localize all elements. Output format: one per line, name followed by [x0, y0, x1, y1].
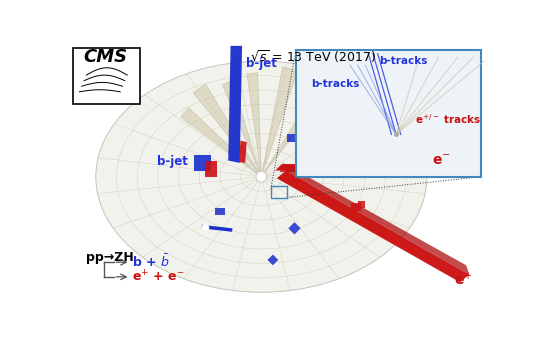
Circle shape: [256, 172, 267, 182]
Text: e$^{-}$: e$^{-}$: [433, 154, 451, 168]
Text: b-tracks: b-tracks: [312, 79, 360, 89]
Polygon shape: [261, 98, 318, 177]
Text: CMS: CMS: [84, 48, 128, 66]
Polygon shape: [228, 46, 242, 163]
Polygon shape: [205, 161, 218, 177]
Bar: [272, 186, 287, 197]
Polygon shape: [193, 84, 261, 177]
Polygon shape: [181, 108, 261, 177]
Polygon shape: [283, 163, 469, 274]
Polygon shape: [277, 170, 469, 282]
Bar: [357, 201, 365, 208]
Polygon shape: [247, 73, 261, 177]
Bar: [287, 134, 298, 142]
Text: e$^{+/-}$ tracks: e$^{+/-}$ tracks: [415, 112, 482, 126]
Polygon shape: [280, 161, 429, 172]
Text: $\sqrt{s}$ = 13 TeV (2017): $\sqrt{s}$ = 13 TeV (2017): [250, 48, 376, 65]
Text: e$^{+}$: e$^{+}$: [454, 271, 472, 288]
Bar: [215, 208, 225, 215]
Polygon shape: [275, 161, 429, 170]
Polygon shape: [194, 155, 211, 170]
Text: pp→ZH: pp→ZH: [86, 251, 133, 265]
Text: b-jet: b-jet: [157, 155, 188, 168]
Polygon shape: [288, 222, 301, 234]
Text: b-jet: b-jet: [246, 57, 277, 70]
Bar: [350, 203, 361, 211]
Text: b + $\bar{b}$: b + $\bar{b}$: [132, 254, 170, 271]
Bar: [73, 48, 140, 104]
Polygon shape: [261, 67, 298, 177]
Polygon shape: [239, 141, 247, 163]
Text: b-tracks: b-tracks: [380, 56, 428, 66]
Polygon shape: [267, 254, 278, 265]
Bar: [296, 50, 481, 177]
Text: e$^{+}$ + e$^{-}$: e$^{+}$ + e$^{-}$: [132, 269, 185, 285]
Ellipse shape: [96, 61, 427, 292]
Polygon shape: [222, 81, 261, 177]
